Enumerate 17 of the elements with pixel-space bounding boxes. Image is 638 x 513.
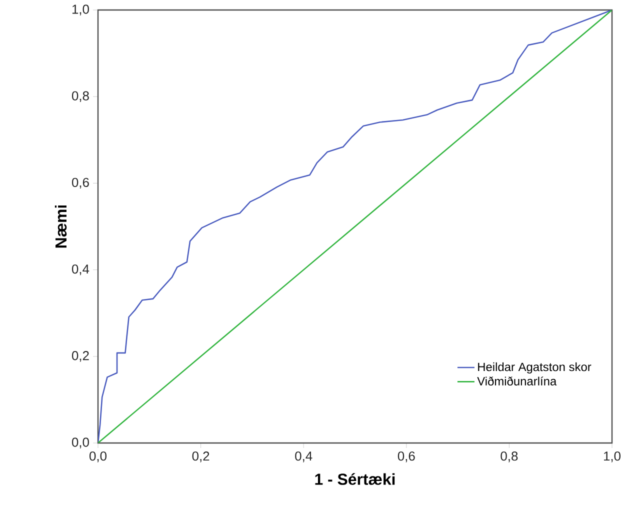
x-tick-label: 0,8 xyxy=(500,452,518,462)
y-tick-label: 1,0 xyxy=(72,4,89,16)
x-tick-label: 0,2 xyxy=(192,452,210,462)
y-axis-title: Næmi xyxy=(54,205,67,248)
x-tick-label: 0,6 xyxy=(398,452,415,462)
x-axis-title: 1 - Sértæki xyxy=(315,473,395,485)
x-tick-label: 1,0 xyxy=(604,452,621,462)
x-tick-label: 0,0 xyxy=(90,452,107,462)
y-tick-label: 0,0 xyxy=(72,438,89,448)
y-tick-label: 0,4 xyxy=(72,264,90,276)
legend-label: Heildar Agatston skor xyxy=(478,362,592,374)
legend-label: Viðmiðunarlína xyxy=(477,376,557,386)
y-tick-label: 0,6 xyxy=(72,178,89,189)
y-tick-label: 0,2 xyxy=(72,351,89,362)
line-series xyxy=(98,10,612,443)
y-tick-label: 0,8 xyxy=(72,91,89,102)
x-tick-label: 0,4 xyxy=(295,452,312,462)
